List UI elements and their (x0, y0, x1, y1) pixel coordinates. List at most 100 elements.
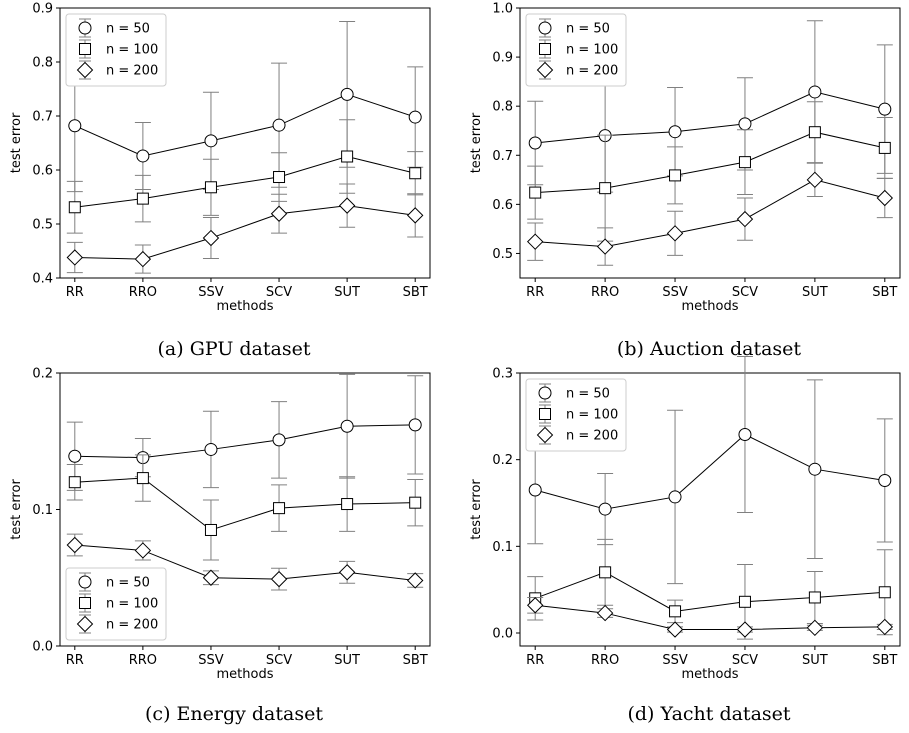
series-line (74, 93, 416, 157)
data-point-circle (204, 442, 218, 456)
legend: n = 50 n = 100 n = 200 (525, 378, 627, 452)
legend: n = 50 n = 100 n = 200 (525, 13, 627, 87)
data-point-square (738, 156, 751, 169)
data-point-diamond (270, 570, 288, 588)
plot-frame (59, 7, 431, 279)
y-tick-label: 0.8 (492, 100, 513, 115)
data-point-square (204, 181, 217, 194)
x-tick-label: RR (66, 285, 84, 300)
series-line (535, 179, 885, 248)
data-point-diamond (526, 597, 544, 614)
y-axis-label: test error (9, 112, 24, 173)
data-point-circle (598, 502, 612, 516)
legend-label: n = 50 (566, 387, 610, 402)
y-tick-label: 0.7 (492, 149, 513, 164)
series-square (66, 454, 424, 561)
series-diamond (66, 533, 424, 591)
chart-panel-3: 0.0 0.1 0.2 RR RRO SSV SCV SUT SBT methods test er… (9, 367, 431, 725)
legend-marker-circle (78, 575, 92, 589)
data-point-diamond (338, 564, 356, 581)
series-line (74, 205, 416, 260)
data-point-square (738, 595, 751, 608)
data-point-diamond (66, 536, 84, 554)
data-point-square (136, 192, 149, 205)
plot-frame (519, 372, 901, 647)
chart-panel-1: 0.4 0.5 0.6 0.7 0.8 0.9 RR RRO SSV SCV SUT SBT metho… (9, 2, 431, 360)
data-point-diamond (806, 619, 824, 637)
x-tick-label: RRO (129, 653, 157, 668)
legend-label: n = 200 (566, 64, 618, 79)
data-point-diamond (202, 229, 220, 247)
series-square (527, 101, 893, 242)
data-point-diamond (338, 197, 356, 214)
data-point-diamond (406, 207, 424, 224)
y-tick-label: 0.0 (32, 640, 53, 655)
x-tick-label: RRO (591, 285, 619, 300)
series-diamond (526, 596, 894, 638)
y-tick-label: 0.9 (492, 51, 513, 66)
legend-label: n = 100 (106, 43, 158, 58)
data-point-diamond (596, 238, 614, 255)
y-tick-label: 0.5 (492, 247, 513, 262)
panel-caption: (c) Energy dataset (145, 703, 323, 725)
data-point-circle (528, 483, 542, 497)
data-point-circle (272, 433, 286, 447)
data-point-square (341, 150, 354, 163)
x-axis-label: methods (682, 299, 739, 314)
x-axis-label: methods (217, 667, 274, 682)
legend: n = 50 n = 100 n = 200 (65, 13, 167, 87)
series-diamond (526, 162, 894, 266)
y-tick-label: 0.2 (32, 367, 53, 382)
panel-caption: (a) GPU dataset (158, 338, 311, 360)
data-point-square (68, 476, 81, 489)
legend-marker-square (79, 43, 91, 55)
legend-label: n = 50 (106, 22, 150, 37)
series-square (527, 538, 893, 640)
data-point-circle (408, 418, 422, 432)
y-tick-label: 0.1 (32, 503, 53, 518)
data-point-diamond (666, 621, 684, 638)
legend-marker-circle (538, 21, 552, 35)
data-point-square (808, 126, 821, 139)
legend-marker-diamond (76, 615, 94, 633)
x-tick-label: SSV (198, 653, 224, 668)
legend-marker-square (539, 408, 551, 420)
x-tick-label: SBT (872, 285, 897, 300)
legend-marker-circle (78, 21, 92, 35)
x-tick-label: RRO (591, 653, 619, 668)
data-point-square (341, 498, 354, 511)
series-circle (66, 373, 424, 491)
y-axis-label: test error (469, 479, 484, 540)
x-tick-label: RR (526, 653, 544, 668)
legend-marker-diamond (76, 61, 94, 79)
data-point-circle (68, 449, 82, 463)
data-point-diamond (526, 233, 544, 250)
data-point-square (808, 591, 821, 604)
x-tick-label: RR (66, 653, 84, 668)
series-line (535, 571, 885, 612)
legend-label: n = 50 (106, 576, 150, 591)
x-tick-label: SCV (266, 285, 292, 300)
data-point-circle (340, 87, 354, 101)
y-tick-label: 0.1 (492, 540, 513, 555)
legend-marker-diamond (536, 426, 554, 444)
x-tick-label: SSV (662, 653, 688, 668)
series-square (66, 119, 424, 234)
legend-marker-square (539, 43, 551, 55)
legend-label: n = 200 (566, 429, 618, 444)
data-point-square (68, 201, 81, 214)
series-diamond (66, 183, 424, 274)
data-point-circle (808, 462, 822, 476)
panel-caption: (d) Yacht dataset (627, 703, 790, 725)
data-point-diamond (202, 569, 220, 586)
y-tick-label: 0.6 (32, 164, 53, 179)
y-tick-label: 0.7 (32, 110, 53, 125)
x-axis-label: methods (217, 299, 274, 314)
series-line (535, 433, 885, 510)
data-point-circle (668, 125, 682, 139)
data-point-square (136, 472, 149, 485)
data-point-diamond (596, 604, 614, 622)
x-tick-label: RR (526, 285, 544, 300)
y-tick-label: 0.6 (492, 198, 513, 213)
panel-caption: (b) Auction dataset (617, 338, 802, 360)
